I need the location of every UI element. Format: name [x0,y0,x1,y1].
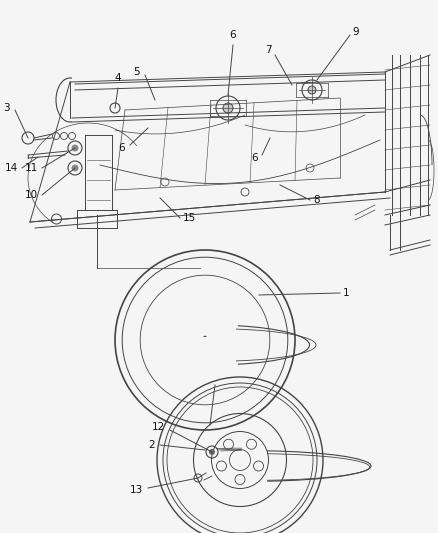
Text: 14: 14 [5,163,18,173]
Text: 6: 6 [251,153,258,163]
Text: 4: 4 [115,73,121,83]
Circle shape [308,86,316,94]
Text: 7: 7 [265,45,272,55]
Text: 6: 6 [118,143,125,153]
Text: 10: 10 [25,190,38,200]
Circle shape [209,449,215,455]
Text: 9: 9 [352,27,359,37]
Circle shape [72,145,78,151]
Text: 1: 1 [343,288,350,298]
Text: 12: 12 [152,422,165,432]
Text: 13: 13 [130,485,143,495]
Text: 11: 11 [25,163,38,173]
Text: 3: 3 [4,103,10,113]
Circle shape [72,165,78,171]
Circle shape [223,103,233,113]
Text: 6: 6 [230,30,237,40]
Text: 2: 2 [148,440,155,450]
Text: 5: 5 [134,67,140,77]
Text: 15: 15 [183,213,196,223]
Text: 8: 8 [313,195,320,205]
